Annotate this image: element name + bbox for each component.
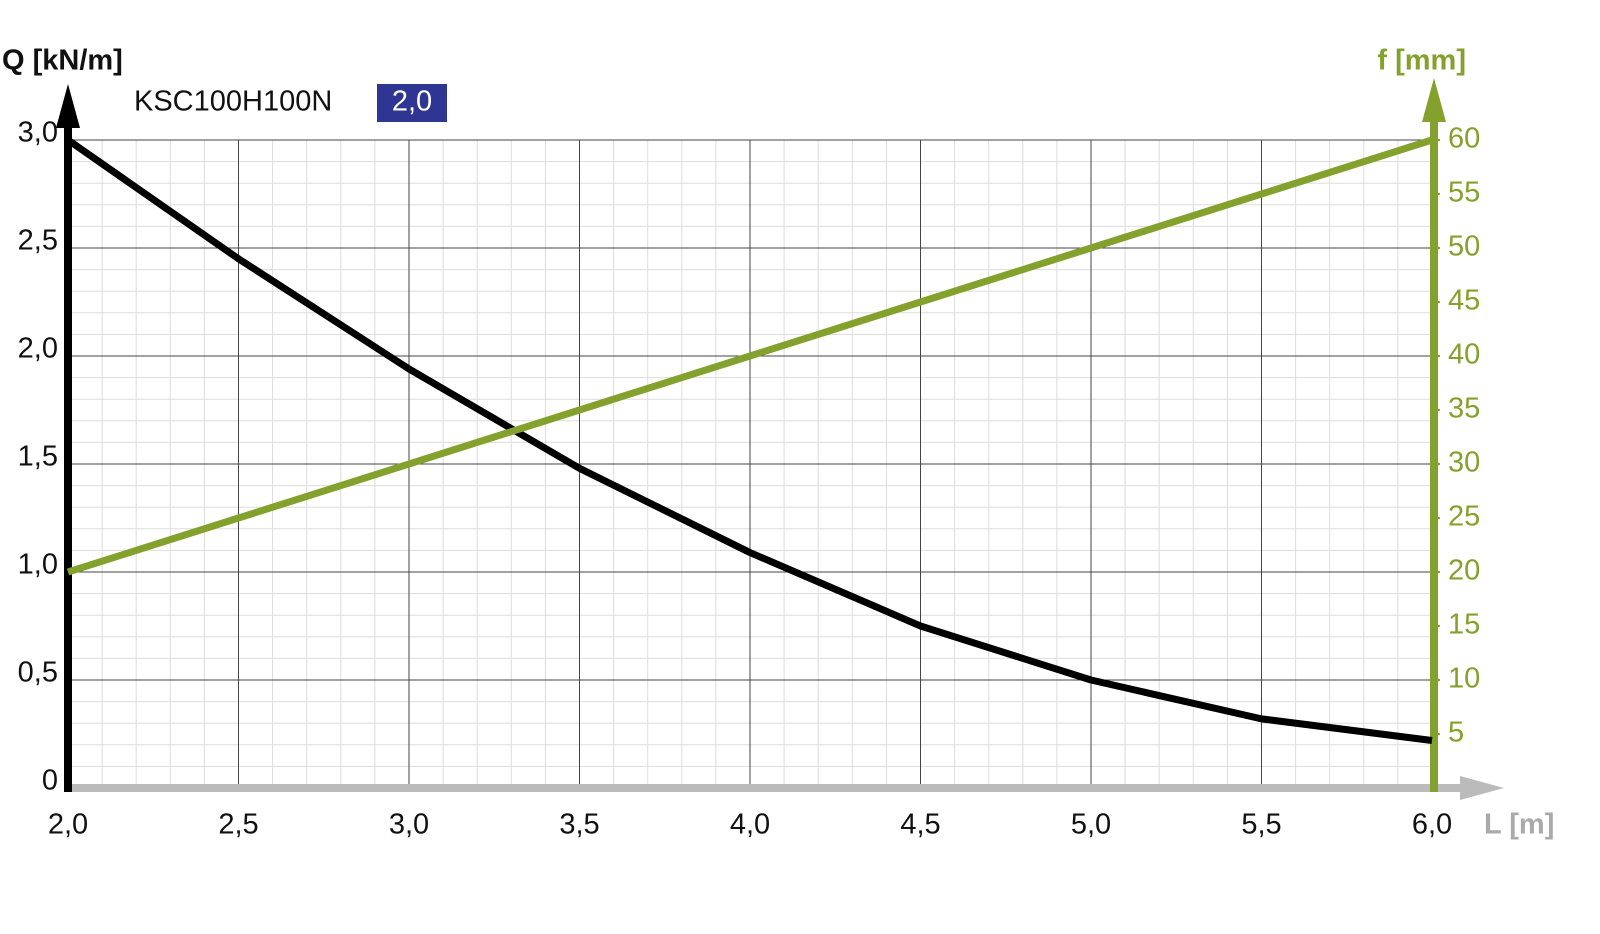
legend-label: KSC100H100N bbox=[134, 86, 332, 118]
grid bbox=[67, 139, 1433, 789]
y-tick-label: 1,0 bbox=[18, 549, 58, 581]
y-axis-title: Q [kN/m] bbox=[2, 45, 123, 77]
y-tick-label: 0 bbox=[42, 765, 58, 797]
y2-axis-arrow bbox=[1422, 78, 1446, 122]
y2-tick-label: 50 bbox=[1448, 231, 1480, 263]
y2-tick-label: 55 bbox=[1448, 177, 1480, 209]
y2-tick-label: 35 bbox=[1448, 393, 1480, 425]
legend-badge bbox=[377, 84, 447, 122]
y2-tick-label: 30 bbox=[1448, 447, 1480, 479]
y2-tick-label: 20 bbox=[1448, 555, 1480, 587]
x-axis-title: L [m] bbox=[1484, 809, 1554, 841]
series-line bbox=[66, 136, 1434, 576]
y-tick-label: 2,0 bbox=[18, 333, 58, 365]
x-tick-label: 2,5 bbox=[218, 809, 258, 841]
y2-tick-label: 45 bbox=[1448, 285, 1480, 317]
y-tick-label: 2,5 bbox=[18, 225, 58, 257]
x-tick-label: 4,0 bbox=[730, 809, 770, 841]
x-tick-label: 6,0 bbox=[1412, 809, 1452, 841]
series-line bbox=[65, 137, 1433, 744]
x-tick-label: 3,0 bbox=[389, 809, 429, 841]
x-tick-label: 5,5 bbox=[1241, 809, 1281, 841]
y-tick-label: 0,5 bbox=[18, 657, 58, 689]
legend-badge-text: 2,0 bbox=[392, 86, 432, 118]
y2-tick-label: 60 bbox=[1448, 123, 1480, 155]
y2-tick-label: 25 bbox=[1448, 501, 1480, 533]
y2-tick-label: 40 bbox=[1448, 339, 1480, 371]
x-tick-label: 4,5 bbox=[900, 809, 940, 841]
x-axis-arrow bbox=[1460, 776, 1504, 800]
y2-tick-label: 10 bbox=[1448, 663, 1480, 695]
y2-tick-label: 5 bbox=[1448, 717, 1464, 749]
y-axis-arrow bbox=[56, 84, 80, 128]
y-tick-label: 3,0 bbox=[18, 117, 58, 149]
x-tick-label: 3,5 bbox=[559, 809, 599, 841]
x-tick-label: 5,0 bbox=[1071, 809, 1111, 841]
x-tick-label: 2,0 bbox=[48, 809, 88, 841]
y2-tick-label: 15 bbox=[1448, 609, 1480, 641]
y-tick-label: 1,5 bbox=[18, 441, 58, 473]
y2-axis-title: f [mm] bbox=[1377, 45, 1466, 77]
